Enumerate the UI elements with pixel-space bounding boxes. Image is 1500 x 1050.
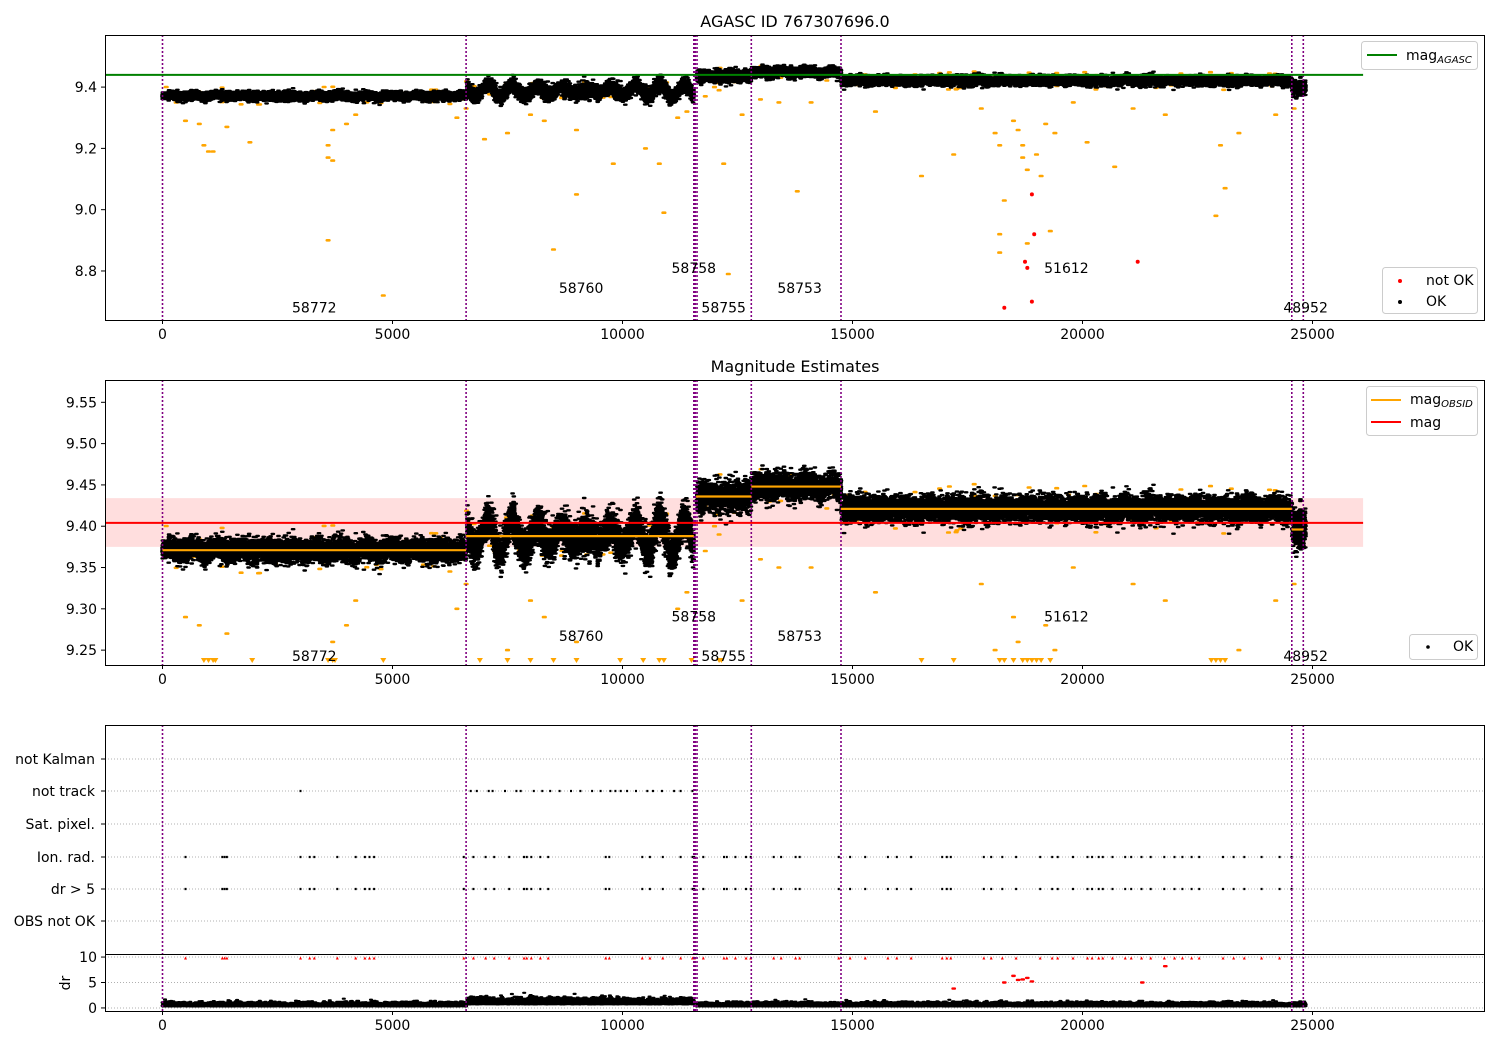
not-ok-point (1023, 259, 1027, 264)
obsid-label: 58772 (292, 649, 337, 665)
flag-category-label: not track (32, 784, 96, 800)
not-ok-point (1002, 305, 1007, 310)
legend-mag-obsid-label: magOBSID (1410, 392, 1473, 410)
x-tick-label: 0 (158, 1018, 167, 1034)
obsid-label: 58772 (292, 301, 337, 317)
x-tick-label: 25000 (1290, 327, 1335, 343)
obsid-label: 48952 (1283, 649, 1328, 665)
y-tick-label: 9.4 (75, 80, 97, 96)
x-tick-label: 20000 (1060, 672, 1105, 688)
y-tick-label: 9.0 (75, 203, 97, 219)
panel-estimates-legend-bottom: OK (1409, 634, 1478, 660)
obsid-label: 58758 (672, 609, 717, 625)
obsid-label: 58755 (701, 649, 746, 665)
legend-ok-swatch (1426, 645, 1430, 649)
ok-points (160, 63, 1308, 108)
x-tick-label: 10000 (600, 1018, 645, 1034)
panel-estimates-frame (105, 380, 1485, 666)
y-tick-label: 9.50 (66, 437, 97, 453)
obsid-label: 48952 (1283, 301, 1328, 317)
legend-mag-agasc-label: magAGASC (1406, 48, 1472, 66)
panel-agasc: AGASC ID 767307696.0 58772 58760 58758 5875… (75, 12, 1485, 343)
y-tick-label: 0 (88, 1001, 97, 1017)
legend-ok-label: OK (1426, 294, 1447, 310)
flag-category-label: OBS not OK (14, 914, 96, 930)
x-tick-label: 5000 (375, 672, 411, 688)
flag-category-label: Ion. rad. (37, 850, 95, 866)
dr-axis-label: dr (58, 975, 74, 990)
x-tick-label: 0 (158, 672, 167, 688)
y-tick-label: 9.55 (66, 395, 97, 411)
legend-not-ok-label: not OK (1426, 273, 1474, 289)
y-tick-label: 10 (79, 950, 97, 966)
flag-category-label: dr > 5 (51, 882, 95, 898)
x-tick-label: 20000 (1060, 1018, 1105, 1034)
flag-category-label: not Kalman (15, 752, 95, 768)
obsid-label: 58758 (672, 261, 717, 277)
legend-mag-label: mag (1410, 415, 1441, 431)
not-ok-point (1029, 299, 1034, 304)
not-ok-point (1029, 192, 1034, 197)
obsid-label: 58760 (559, 281, 604, 297)
x-tick-label: 25000 (1290, 1018, 1335, 1034)
obsid-label: 58753 (777, 629, 822, 645)
y-tick-label: 5 (88, 976, 97, 992)
panel-agasc-frame (105, 35, 1485, 321)
not-ok-point (1135, 259, 1140, 264)
panel-flags-points (160, 789, 1308, 1008)
x-tick-label: 10000 (600, 672, 645, 688)
legend-not-ok-swatch (1398, 279, 1402, 283)
x-tick-label: 5000 (375, 1018, 411, 1034)
panel-flags: 0 5000 10000 15000 20000 25000 0 5 10 not Kalman n… (14, 725, 1485, 1034)
y-tick-label: 9.25 (66, 643, 97, 659)
below-range-markers (200, 658, 1229, 663)
panel-agasc-legend-top: magAGASC (1361, 41, 1478, 70)
x-tick-label: 15000 (830, 1018, 875, 1034)
x-tick-label: 15000 (830, 672, 875, 688)
not-ok-point (1025, 265, 1030, 270)
dr-not-ok-points (951, 965, 1168, 990)
y-tick-label: 9.35 (66, 561, 97, 577)
obsid-label: 58753 (777, 281, 822, 297)
y-tick-label: 9.45 (66, 478, 97, 494)
x-tick-label: 25000 (1290, 672, 1335, 688)
x-tick-label: 5000 (375, 327, 411, 343)
y-tick-label: 8.8 (75, 264, 97, 280)
obsid-label: 58755 (701, 301, 746, 317)
legend-ok-swatch (1398, 300, 1402, 304)
panel-estimates-points (160, 464, 1308, 663)
x-tick-label: 0 (158, 327, 167, 343)
y-tick-label: 9.30 (66, 602, 97, 618)
x-tick-label: 15000 (830, 327, 875, 343)
dr-capped-markers (184, 956, 1294, 960)
panel-agasc-legend-bottom: not OK OK (1382, 267, 1478, 314)
not-ok-point (1032, 232, 1037, 237)
legend-ok-label: OK (1453, 639, 1474, 655)
panel-estimates-title: Magnitude Estimates (711, 357, 880, 376)
obsid-label: 51612 (1044, 609, 1089, 625)
x-tick-label: 20000 (1060, 327, 1105, 343)
panel-flags-frame (105, 725, 1485, 1012)
ok-points (160, 464, 1308, 579)
y-tick-label: 9.40 (66, 519, 97, 535)
y-tick-label: 9.2 (75, 141, 97, 157)
dr-points (160, 991, 1308, 1008)
obsid-label: 58760 (559, 629, 604, 645)
panel-estimates: Magnitude Estimates 58772 58760 58758 58755… (66, 357, 1485, 688)
panel-agasc-points (160, 63, 1308, 310)
flag-category-label: Sat. pixel. (26, 817, 95, 833)
panel-agasc-title: AGASC ID 767307696.0 (700, 12, 889, 31)
obsid-label: 51612 (1044, 261, 1089, 277)
panel-estimates-legend-top: magOBSID mag (1366, 386, 1478, 436)
x-tick-label: 10000 (600, 327, 645, 343)
